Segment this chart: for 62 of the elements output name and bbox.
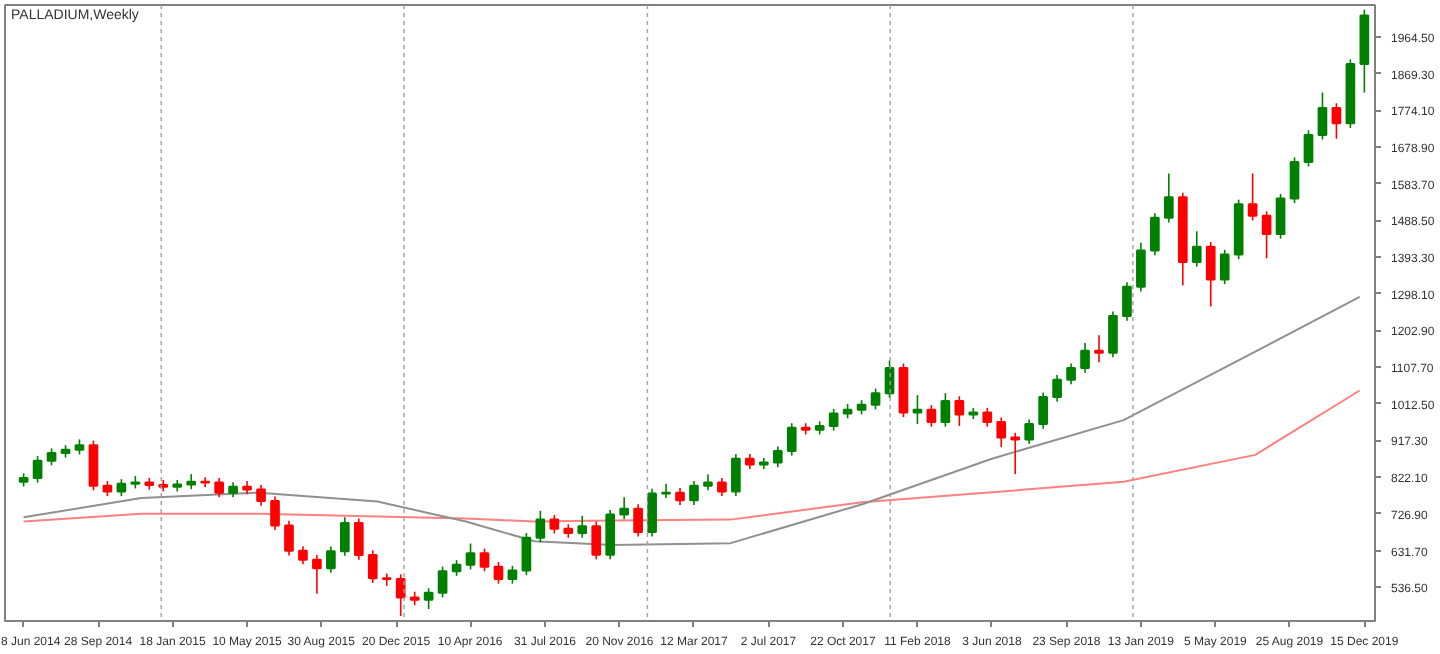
candlestick [353, 517, 364, 561]
candlestick [1163, 172, 1174, 224]
candlestick [1066, 362, 1076, 386]
candlestick [1136, 242, 1146, 293]
candlestick [1317, 91, 1328, 141]
candlestick [982, 407, 993, 428]
candlestick [870, 387, 881, 411]
candlestick [1108, 310, 1118, 359]
candlestick [340, 516, 350, 557]
candlestick [647, 487, 657, 538]
candlestick [1219, 248, 1230, 285]
candlestick [270, 495, 280, 531]
candlestick [1205, 241, 1216, 308]
candlestick [312, 554, 322, 595]
candlestick [437, 565, 448, 599]
candlestick [926, 404, 937, 428]
candlestick [1094, 334, 1104, 364]
candlestick [535, 509, 546, 544]
candlestick [1052, 374, 1062, 403]
candlestick [367, 549, 378, 584]
candlestick [1261, 210, 1272, 260]
candlestick [577, 514, 588, 539]
candlestick [1275, 193, 1286, 240]
candlestick [1080, 342, 1090, 374]
candlestick [633, 503, 643, 538]
candlestick [772, 445, 783, 468]
candlestick [214, 477, 224, 499]
candlestick [689, 480, 699, 506]
candlestick [898, 362, 909, 418]
candlestick [828, 408, 839, 432]
candlestick [465, 542, 476, 571]
candlestick [256, 484, 266, 507]
candlestick [381, 572, 392, 587]
candlestick [1024, 418, 1035, 445]
candlestick [395, 573, 406, 617]
candlestick [493, 561, 504, 585]
candlestick [298, 545, 308, 566]
candlestick [940, 392, 951, 428]
candlestick [1191, 230, 1202, 268]
candlestick [1289, 156, 1300, 204]
candlestick [954, 395, 965, 427]
candlestick [591, 520, 602, 561]
candlestick [479, 547, 490, 573]
candlestick [1038, 391, 1048, 430]
candlestick [605, 509, 616, 561]
candlestick [32, 455, 43, 484]
candlestick [1303, 129, 1314, 168]
candlestick [1122, 281, 1132, 322]
candlestick [1331, 102, 1342, 140]
candlestick [731, 453, 741, 497]
candlestick [1247, 172, 1258, 222]
candlestick [996, 416, 1007, 448]
candlestick [717, 477, 727, 497]
candlestick [549, 514, 560, 535]
candlestick [521, 532, 532, 576]
candlestick [619, 496, 629, 521]
candlestick [786, 422, 797, 457]
candlestick [326, 545, 336, 574]
candlestick [88, 439, 99, 492]
candlestick [1150, 212, 1160, 256]
candlestick [284, 519, 294, 557]
candlestick [423, 587, 434, 610]
